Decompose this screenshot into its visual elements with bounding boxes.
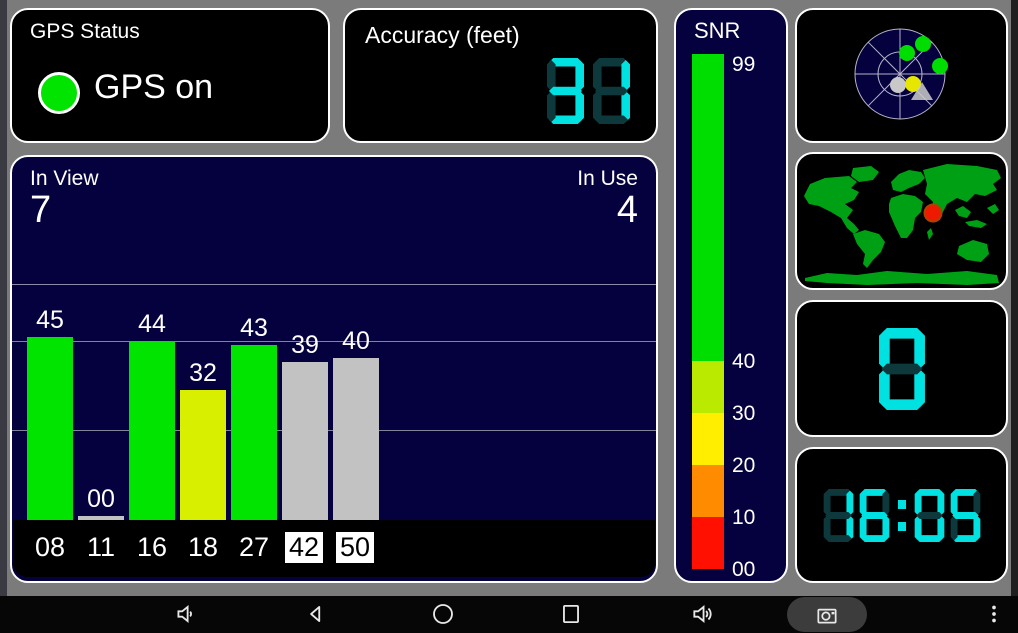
snr-tick-label: 99 — [732, 53, 756, 77]
snr-band — [692, 54, 724, 361]
screenshot-button[interactable] — [787, 597, 867, 632]
satellite-snr-bar — [180, 390, 226, 520]
snr-tick-label: 20 — [732, 454, 756, 478]
prn-label-strip: 08 11 16 18 27 42 50 — [13, 520, 655, 577]
world-map — [804, 164, 1001, 285]
satellite-snr-bar — [78, 516, 124, 520]
snr-color-scale — [692, 54, 724, 569]
prn-label: 18 — [187, 532, 219, 562]
bar-value-label: 45 — [36, 306, 64, 335]
satellite-dot — [905, 76, 921, 92]
counter-panel[interactable] — [795, 300, 1008, 437]
bar-value-label: 40 — [342, 326, 370, 355]
satellite-snr-bar — [129, 341, 175, 520]
sky-view-panel[interactable] — [795, 8, 1008, 143]
more-menu-icon[interactable] — [981, 601, 1007, 627]
in-use-label: In Use — [577, 167, 638, 190]
prn-label: 27 — [238, 532, 270, 562]
colon-separator — [895, 489, 909, 542]
satellite-radar — [854, 28, 948, 120]
seven-seg-digit — [914, 489, 944, 542]
volume-down-icon[interactable] — [173, 601, 199, 627]
accuracy-seven-segment-display — [547, 56, 630, 126]
home-button-icon[interactable] — [430, 601, 456, 627]
seven-seg-digit — [823, 489, 853, 542]
prn-label: 50 — [336, 532, 375, 563]
satellite-dot — [890, 77, 906, 93]
bar-value-label: 44 — [138, 310, 166, 339]
seven-seg-digit — [547, 57, 584, 125]
clock-seven-segment-display — [797, 489, 1006, 542]
seven-seg-digit — [859, 489, 889, 542]
bar-value-label: 39 — [291, 330, 319, 359]
in-view-count: 7 — [30, 189, 52, 231]
counter-seven-segment-display — [797, 328, 1006, 410]
bar-value-label: 32 — [189, 359, 217, 388]
seven-seg-digit — [593, 57, 630, 125]
snr-band — [692, 516, 724, 569]
satellite-snr-bar — [333, 357, 379, 520]
in-use-count: 4 — [616, 189, 638, 231]
back-button-icon[interactable] — [303, 601, 329, 627]
accuracy-label: Accuracy (feet) — [365, 22, 520, 48]
snr-gauge-panel[interactable]: SNR 99 40 30 20 10 00 — [674, 8, 788, 583]
camera-icon — [817, 608, 837, 623]
bar-value-label: 00 — [87, 485, 115, 513]
satellites-panel[interactable]: In View 7 In Use 4 45 00 44 32 43 39 40 08 11 16… — [10, 155, 658, 583]
android-navigation-bar — [0, 596, 1018, 633]
seven-seg-digit — [950, 489, 980, 542]
gps-status-label: GPS Status — [30, 20, 140, 43]
bar-value-label: 43 — [240, 314, 268, 343]
snr-band — [692, 412, 724, 465]
header-divider — [12, 284, 656, 285]
seven-seg-digit — [878, 328, 925, 410]
heading-pointer-icon — [911, 82, 933, 100]
prn-label: 16 — [136, 532, 168, 562]
satellite-snr-bar — [282, 361, 328, 520]
satellite-snr-bar — [231, 345, 277, 520]
world-map-panel[interactable] — [795, 152, 1008, 290]
prn-label: 08 — [34, 532, 66, 562]
gps-status-panel[interactable]: GPS Status GPS on — [10, 8, 330, 143]
prn-label: 11 — [86, 532, 116, 562]
snr-title: SNR — [694, 18, 741, 43]
chart-gridline — [12, 341, 656, 342]
snr-tick-label: 30 — [732, 402, 756, 426]
snr-tick-label: 00 — [732, 558, 756, 582]
snr-band — [692, 464, 724, 517]
right-bezel — [1011, 0, 1018, 596]
satellite-dot — [915, 36, 931, 52]
recents-button-icon[interactable] — [558, 601, 584, 627]
volume-up-icon[interactable] — [690, 601, 716, 627]
in-view-label: In View — [30, 167, 99, 190]
snr-tick-label: 10 — [732, 506, 756, 530]
snr-tick-label: 40 — [732, 350, 756, 374]
snr-band — [692, 360, 724, 413]
gps-status-value: GPS on — [94, 68, 214, 106]
gps-on-indicator-icon — [38, 72, 80, 114]
accuracy-panel[interactable]: Accuracy (feet) — [343, 8, 658, 143]
left-bezel — [0, 0, 7, 596]
prn-label: 42 — [285, 532, 324, 563]
satellite-snr-bar — [27, 337, 73, 520]
current-location-marker — [923, 203, 943, 223]
clock-panel[interactable] — [795, 447, 1008, 583]
satellite-dot — [899, 45, 915, 61]
satellite-dot — [932, 58, 948, 74]
